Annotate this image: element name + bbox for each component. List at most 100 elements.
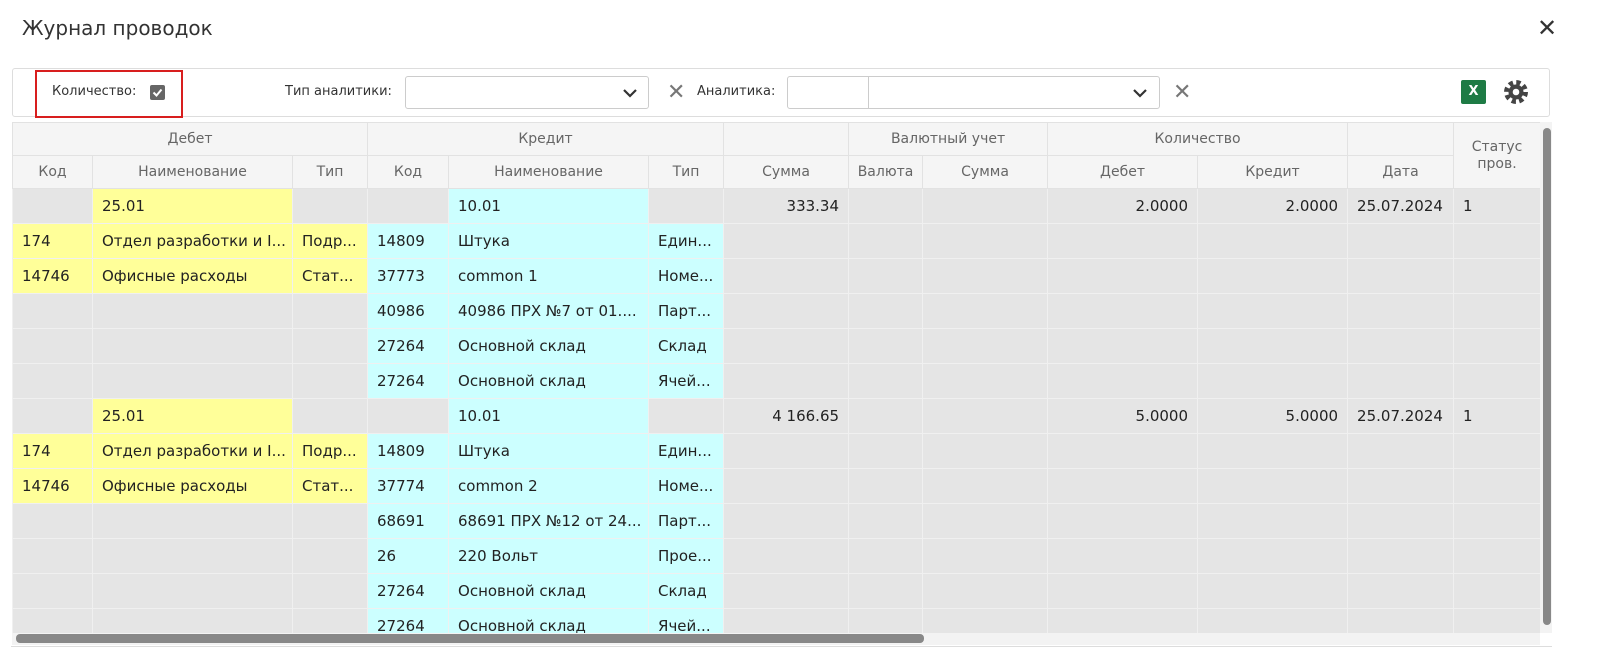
- clear-button[interactable]: ✕: [667, 80, 686, 105]
- cell: 10.01: [448, 188, 650, 224]
- column-header: Код: [12, 155, 93, 189]
- column-header: Статус пров.: [1453, 122, 1540, 189]
- dropdown-arrow[interactable]: [622, 87, 638, 99]
- cell: Штука: [448, 223, 650, 259]
- cell: Прое...: [648, 538, 725, 574]
- close-button[interactable]: ✕: [1537, 14, 1558, 42]
- cell: [291, 188, 369, 224]
- cell: [1347, 223, 1455, 259]
- cell: 27264: [367, 363, 450, 399]
- cell: [291, 538, 369, 574]
- cell: [1347, 503, 1455, 539]
- quantity-checkbox[interactable]: [150, 85, 165, 100]
- cell: 40986 ПРХ №7 от 01....: [448, 293, 650, 329]
- excel-button[interactable]: X: [1461, 80, 1486, 104]
- cell: Основной склад: [448, 573, 650, 609]
- cell: [922, 573, 1049, 609]
- table-row: 14746 Офисные расходы Стат... 37774 common 2…: [12, 468, 1540, 504]
- cell: [291, 398, 369, 434]
- cell: [848, 503, 924, 539]
- cell: 37774: [367, 468, 450, 504]
- table-row: 26 220 Вольт Прое...: [12, 538, 1540, 574]
- cell: Парт...: [648, 503, 725, 539]
- cell: [723, 328, 850, 364]
- cell: [1453, 328, 1540, 364]
- cell: [723, 573, 850, 609]
- cell: [922, 608, 1049, 633]
- cell: 14746: [12, 258, 93, 294]
- cell: 26: [367, 538, 450, 574]
- analytics-type-select[interactable]: [405, 76, 649, 109]
- cell: Ячей...: [648, 608, 725, 633]
- cell: [1197, 363, 1349, 399]
- cell: 10.01: [448, 398, 650, 434]
- cell: [1347, 363, 1455, 399]
- cell: 27264: [367, 608, 450, 633]
- toolbar: [12, 68, 1550, 117]
- cell: [648, 398, 725, 434]
- cell: [291, 608, 369, 633]
- cell: [848, 433, 924, 469]
- cell: Отдел разработки и I...: [92, 223, 293, 259]
- cell: [291, 573, 369, 609]
- cell: [92, 573, 293, 609]
- clear-button[interactable]: ✕: [1173, 80, 1192, 105]
- scrollbar-thumb[interactable]: [16, 634, 924, 643]
- cell: [12, 573, 93, 609]
- column-header: Наименование: [92, 155, 293, 189]
- analytics-label: Аналитика:: [697, 84, 776, 99]
- cell: [723, 258, 850, 294]
- cell: [1347, 433, 1455, 469]
- cell: [922, 293, 1049, 329]
- cell: [1453, 363, 1540, 399]
- cell: 37773: [367, 258, 450, 294]
- entries-table: Дебет Кредит Валютный учет Количество Статус…: [12, 122, 1540, 633]
- cell: [848, 328, 924, 364]
- cell: [291, 293, 369, 329]
- cell: [922, 398, 1049, 434]
- cell: [848, 573, 924, 609]
- cell: 174: [12, 223, 93, 259]
- cell: [922, 468, 1049, 504]
- column-header: Кредит: [1197, 155, 1349, 189]
- cell: [1347, 468, 1455, 504]
- cell: [723, 363, 850, 399]
- dialog-bottom-border: [11, 646, 1552, 647]
- cell: [1347, 538, 1455, 574]
- analytics-select[interactable]: [787, 76, 1160, 109]
- scrollbar-thumb[interactable]: [1543, 128, 1551, 625]
- cell: 25.01: [92, 188, 293, 224]
- cell: Офисные расходы: [92, 258, 293, 294]
- table-container: Дебет Кредит Валютный учет Количество Статус…: [12, 122, 1540, 633]
- cell: 220 Вольт: [448, 538, 650, 574]
- cell: [1347, 258, 1455, 294]
- cell: Основной склад: [448, 608, 650, 633]
- cell: [92, 608, 293, 633]
- cell: [1197, 293, 1349, 329]
- cell: Подр...: [291, 223, 369, 259]
- cell: [723, 223, 850, 259]
- cell: 25.01: [92, 398, 293, 434]
- cell: [1047, 608, 1199, 633]
- dropdown-arrow[interactable]: [1132, 87, 1148, 99]
- settings-button[interactable]: [1503, 79, 1529, 105]
- cell: [291, 503, 369, 539]
- cell: [1197, 433, 1349, 469]
- quantity-label: Количество:: [52, 84, 137, 99]
- header-cell: [1347, 122, 1455, 156]
- cell: Стат...: [291, 468, 369, 504]
- group-header: Кредит: [367, 122, 725, 156]
- cell: [1453, 573, 1540, 609]
- cell: Основной склад: [448, 363, 650, 399]
- table-row: 14746 Офисные расходы Стат... 37773 common 1…: [12, 258, 1540, 294]
- column-header: Валюта: [848, 155, 924, 189]
- divider: [868, 77, 869, 108]
- cell: [92, 293, 293, 329]
- cell: 27264: [367, 328, 450, 364]
- cell: [1047, 538, 1199, 574]
- table-row: 68691 68691 ПРХ №12 от 24... Парт...: [12, 503, 1540, 539]
- cell: [1047, 223, 1199, 259]
- cell: [723, 433, 850, 469]
- cell: [1347, 328, 1455, 364]
